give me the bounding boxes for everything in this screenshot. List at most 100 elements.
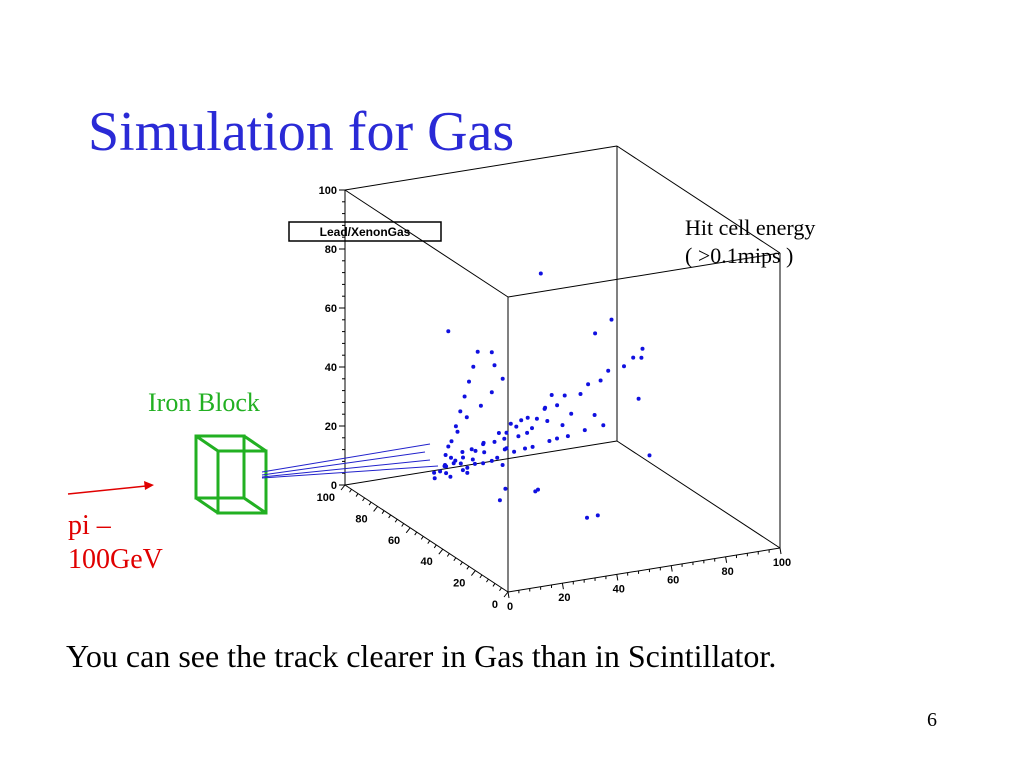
x-tick-label: 80 xyxy=(721,566,733,578)
data-point xyxy=(481,461,486,466)
data-point xyxy=(489,350,494,355)
iron-block-edge xyxy=(195,434,219,453)
data-point xyxy=(458,409,463,414)
y-minor-tick xyxy=(355,493,359,497)
data-point xyxy=(631,355,636,360)
data-point xyxy=(592,413,597,417)
data-point xyxy=(545,419,550,423)
slide-caption: You can see the track clearer in Gas tha… xyxy=(66,638,777,674)
iron-block-edge xyxy=(243,434,267,453)
track-line xyxy=(261,459,431,478)
x-tick xyxy=(670,565,673,572)
x-tick-label: 0 xyxy=(507,601,513,613)
data-point xyxy=(448,474,453,479)
data-point xyxy=(519,418,524,423)
data-point xyxy=(443,453,448,457)
data-point xyxy=(492,363,497,368)
y-minor-tick xyxy=(394,518,398,523)
z-tick-label: 20 xyxy=(325,421,337,433)
data-point xyxy=(432,476,437,481)
data-point xyxy=(636,396,641,401)
y-minor-tick xyxy=(492,583,496,587)
y-minor-tick xyxy=(453,557,457,562)
data-point xyxy=(496,431,501,435)
incoming-tracks xyxy=(261,443,439,479)
box-frame xyxy=(344,145,781,593)
data-point xyxy=(438,469,443,474)
y-tick-label: 0 xyxy=(492,599,498,611)
data-point xyxy=(585,515,589,520)
x-tick-label: 60 xyxy=(667,575,679,587)
data-point xyxy=(455,429,460,434)
z-tick-label: 0 xyxy=(331,480,337,492)
data-point xyxy=(482,450,487,455)
chart-title: Lead/XenonGas xyxy=(320,225,411,239)
beam-arrow xyxy=(67,485,147,495)
z-tick-label: 40 xyxy=(325,362,337,374)
data-points xyxy=(432,271,652,520)
iron-block-cube xyxy=(194,434,268,515)
data-point xyxy=(504,430,509,435)
beam-label: pi – 100GeV xyxy=(68,509,163,577)
data-point xyxy=(492,439,497,444)
box-edge xyxy=(507,252,781,298)
data-point xyxy=(453,458,458,463)
data-point xyxy=(503,486,508,491)
iron-block-back xyxy=(216,449,268,515)
z-tick-label: 80 xyxy=(325,244,337,256)
data-point xyxy=(609,317,614,322)
data-point xyxy=(512,449,517,454)
x-tick xyxy=(561,583,564,590)
x-tick xyxy=(779,547,782,555)
y-minor-tick xyxy=(362,497,365,502)
y-tick xyxy=(373,506,378,512)
data-point xyxy=(530,444,535,449)
y-tick-label: 80 xyxy=(355,513,367,525)
data-point xyxy=(534,416,539,421)
data-point xyxy=(460,468,465,473)
box-edge xyxy=(616,145,781,254)
data-point xyxy=(555,436,559,441)
y-minor-tick xyxy=(427,540,431,544)
data-point xyxy=(586,382,591,387)
data-point xyxy=(465,465,470,470)
y-tick-label: 20 xyxy=(453,578,465,590)
x-tick-label: 20 xyxy=(558,592,570,604)
box-edge xyxy=(344,145,618,191)
y-tick xyxy=(340,484,346,491)
data-point xyxy=(622,364,626,369)
data-point xyxy=(500,463,505,467)
data-point xyxy=(549,393,554,397)
y-minor-tick xyxy=(459,561,463,566)
data-point xyxy=(481,440,486,445)
data-point xyxy=(500,376,505,381)
data-point xyxy=(639,355,644,360)
data-point xyxy=(462,394,467,399)
beam-label-line-2: 100GeV xyxy=(68,544,163,575)
data-point xyxy=(562,393,567,398)
y-minor-tick xyxy=(368,501,372,506)
data-point xyxy=(461,455,465,460)
data-point xyxy=(606,368,611,373)
iron-block-front xyxy=(194,434,246,500)
y-minor-tick xyxy=(486,578,489,583)
data-point xyxy=(530,426,534,431)
data-point xyxy=(543,405,548,410)
data-point xyxy=(601,423,606,428)
slide-title: Simulation for Gas xyxy=(88,101,515,163)
data-point xyxy=(469,447,474,452)
iron-block-edge xyxy=(195,496,219,515)
box-edge xyxy=(507,547,781,593)
data-point xyxy=(502,436,507,441)
data-point xyxy=(472,461,477,466)
hit-cell-energy-line-1: Hit cell energy xyxy=(685,215,816,240)
data-point xyxy=(525,430,530,435)
data-point xyxy=(555,403,560,408)
data-point xyxy=(647,453,652,458)
data-point xyxy=(593,331,598,336)
y-tick xyxy=(471,570,476,576)
y-minor-tick xyxy=(381,510,385,514)
data-point xyxy=(449,455,453,460)
z-tick-label: 100 xyxy=(319,185,337,197)
